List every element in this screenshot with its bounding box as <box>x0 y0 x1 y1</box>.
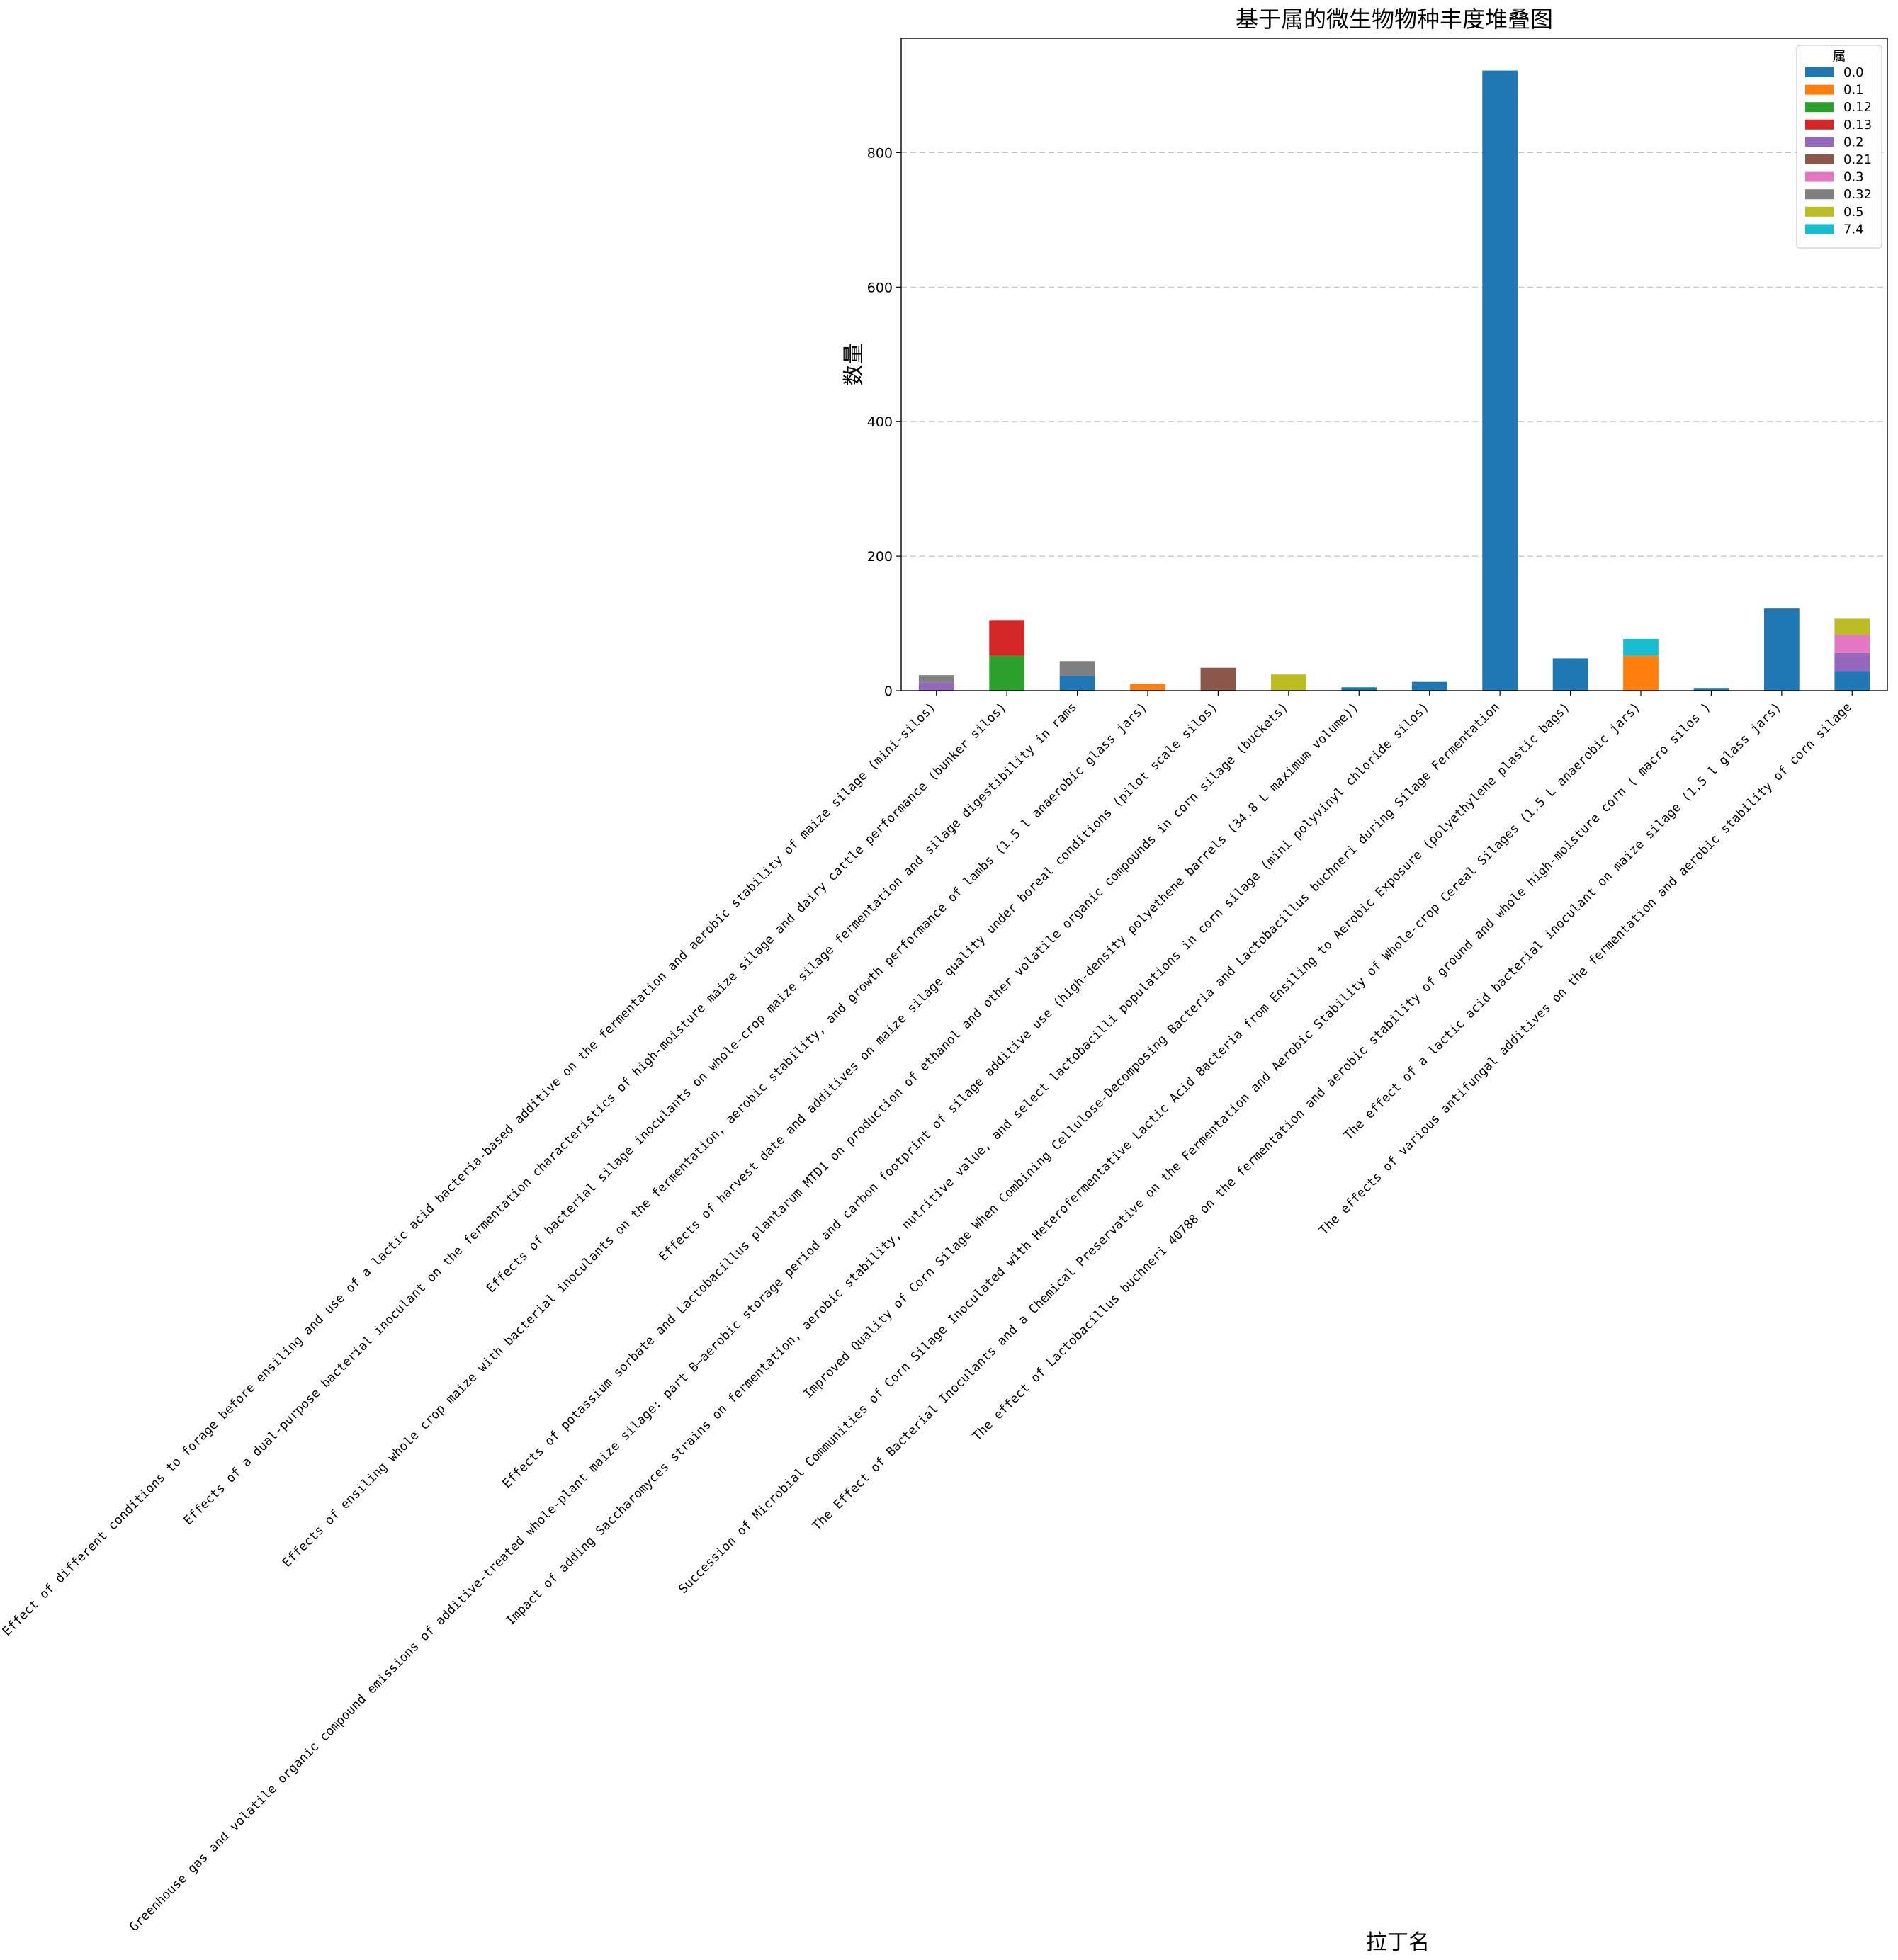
legend-swatch <box>1805 171 1834 182</box>
legend-title: 属 <box>1832 49 1846 64</box>
plot-frame <box>900 38 1888 691</box>
y-tick-label: 400 <box>867 414 893 430</box>
legend-label: 0.1 <box>1843 83 1864 98</box>
x-tick-label: Effects of harvest date and additives on… <box>657 700 1221 1264</box>
chart-title: 基于属的微生物物种丰度堆叠图 <box>1236 6 1553 33</box>
bar-segment <box>1411 681 1447 691</box>
x-tick-label: Impact of adding Saccharomyces strains o… <box>504 700 1432 1628</box>
bar-segment <box>1623 655 1659 691</box>
y-axis-label: 数量 <box>842 344 866 386</box>
legend-label: 7.4 <box>1843 222 1864 237</box>
bar-segment <box>918 682 954 691</box>
legend-swatch <box>1805 224 1834 234</box>
x-tick-label: Effect of different conditions to forage… <box>0 700 939 1638</box>
legend-label: 0.12 <box>1843 100 1872 115</box>
legend: 属 0.0 0.1 0.12 0.13 0.2 0.21 0.3 0.32 0.5 7.4 <box>1796 45 1882 249</box>
bar-segment <box>1482 70 1518 691</box>
bar-segment <box>1552 658 1588 691</box>
bar-segment <box>1200 667 1236 691</box>
bar-segment <box>1271 674 1306 691</box>
legend-swatch <box>1805 84 1834 95</box>
bar-segment <box>1059 676 1095 691</box>
x-tick-label: Effects of ensiling whole crop maize wit… <box>280 700 1150 1570</box>
legend-swatch <box>1805 119 1834 130</box>
bar-segment <box>1834 618 1870 635</box>
y-tick-label: 200 <box>867 549 893 565</box>
legend-label: 0.13 <box>1843 118 1872 132</box>
bar-segment <box>918 675 954 683</box>
legend-label: 0.0 <box>1843 65 1864 80</box>
x-tick-label: The effects of various antifungal additi… <box>1317 700 1855 1237</box>
legend-label: 0.3 <box>1843 170 1864 185</box>
bars <box>918 70 1870 691</box>
bar-segment <box>989 620 1024 656</box>
bar-segment <box>1059 661 1095 676</box>
y-tick-label: 800 <box>867 145 893 161</box>
x-tick-label: The effect of a lactic acid bacterial in… <box>1341 700 1784 1143</box>
bar-segment <box>1341 687 1377 691</box>
legend-swatch <box>1805 102 1834 113</box>
legend-swatch <box>1805 67 1834 77</box>
legend-swatch <box>1805 154 1834 164</box>
legend-label: 0.32 <box>1843 187 1872 202</box>
x-axis: Effect of different conditions to forage… <box>0 691 1855 1934</box>
bar-segment <box>1834 635 1870 653</box>
legend-label: 0.21 <box>1843 152 1872 167</box>
bar-segment <box>1834 671 1870 691</box>
bar-segment <box>1130 684 1165 691</box>
y-tick-label: 600 <box>867 280 893 295</box>
legend-swatch <box>1805 137 1834 147</box>
bar-segment <box>1764 608 1800 691</box>
bar-segment <box>1623 638 1659 656</box>
x-axis-label: 拉丁名 <box>1366 1930 1430 1955</box>
bar-segment <box>1693 688 1729 691</box>
x-tick-label: The effect of Lactobacillus buchneri 407… <box>970 700 1714 1444</box>
gridlines <box>901 152 1887 557</box>
legend-label: 0.2 <box>1843 135 1864 149</box>
legend-label: 0.5 <box>1843 205 1864 220</box>
legend-swatch <box>1805 189 1834 200</box>
bar-segment <box>989 655 1024 691</box>
y-tick-label: 0 <box>884 684 893 699</box>
bar-segment <box>1834 652 1870 672</box>
y-axis: 0 200 400 600 800 <box>867 145 901 699</box>
legend-swatch <box>1805 206 1834 217</box>
